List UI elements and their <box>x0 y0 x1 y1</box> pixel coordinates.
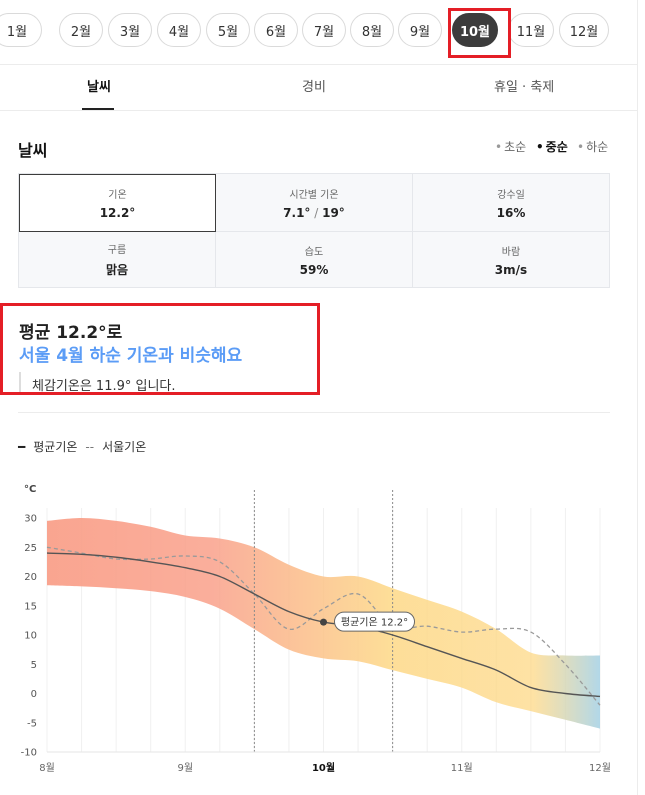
month-pill-6[interactable]: 6월 <box>254 13 298 47</box>
quote-bar <box>19 372 21 392</box>
summary-feels-like: 체감기온은 11.9° 입니다. <box>32 379 176 394</box>
y-axis-label: °C <box>24 484 36 495</box>
stat-high: 19° <box>322 205 345 220</box>
x-tick-label: 12월 <box>589 762 610 774</box>
y-tick-label: 25 <box>24 543 37 554</box>
period-mid-label: 중순 <box>545 140 568 154</box>
y-tick-label: 30 <box>24 514 37 525</box>
divider <box>18 412 610 413</box>
tab-active-indicator <box>82 108 114 110</box>
period-late-label: 하순 <box>586 140 609 154</box>
month-selector: 1월 2월 3월 4월 5월 6월 7월 8월 9월 10월 11월 12월 <box>0 0 637 64</box>
grid-line <box>412 174 413 287</box>
stat-value: 7.1° / 19° <box>283 206 345 220</box>
divider <box>0 110 637 111</box>
temperature-chart: °C 30 25 20 15 10 5 0 -5 -10 평균기온 12.2° 8월 9월 10월 11월 1… <box>21 484 610 774</box>
y-tick-label: -5 <box>27 718 37 729</box>
legend-seoul: 서울기온 <box>102 440 147 454</box>
stat-label: 습도 <box>304 246 324 258</box>
stat-label: 시간별 기온 <box>289 189 339 201</box>
stat-value: 3m/s <box>494 262 528 277</box>
x-tick-label: 11월 <box>451 762 473 774</box>
period-late[interactable]: • 하순 <box>577 140 609 154</box>
stat-value: 16% <box>496 205 526 220</box>
y-tick-label: 20 <box>24 572 37 583</box>
grid-line <box>19 231 609 232</box>
stat-rain-days[interactable]: 강수일 16% <box>413 174 609 231</box>
month-pill-5[interactable]: 5월 <box>206 13 250 47</box>
y-tick-label: 0 <box>31 689 37 700</box>
legend-dashed-line-icon: -- <box>85 439 95 454</box>
stat-wind[interactable]: 바람 3m/s <box>413 232 609 287</box>
x-tick-label: 10월 <box>312 762 335 774</box>
section-title: 날씨 <box>18 141 48 160</box>
period-mid[interactable]: • 중순 <box>536 140 568 154</box>
stat-humidity[interactable]: 습도 59% <box>216 232 412 287</box>
average-tooltip-label: 평균기온 12.2° <box>341 617 408 629</box>
average-point-marker <box>320 618 327 626</box>
stat-value: 12.2° <box>99 206 136 220</box>
chart-legend: ━ 평균기온 -- 서울기온 <box>18 438 146 455</box>
tab-holidays-festivals[interactable]: 휴일 · 축제 <box>494 80 555 95</box>
y-tick-label: 10 <box>24 631 37 642</box>
y-tick-label: -10 <box>21 748 37 759</box>
month-pill-1[interactable]: 1월 <box>0 13 42 47</box>
tab-expenses[interactable]: 경비 <box>302 80 326 95</box>
y-tick-label: 15 <box>24 601 37 612</box>
stat-value: 맑음 <box>105 263 129 277</box>
weather-stats-grid: 기온 12.2° 시간별 기온 7.1° / 19° 강수일 16% 구름 맑음… <box>18 173 610 288</box>
month-pill-3[interactable]: 3월 <box>108 13 152 47</box>
summary-average: 평균 12.2°로 <box>19 323 123 343</box>
month-pill-4[interactable]: 4월 <box>157 13 201 47</box>
summary-comparison: 서울 4월 하순 기온과 비슷해요 <box>19 346 243 366</box>
month-pill-11[interactable]: 11월 <box>508 13 554 47</box>
month-pill-9[interactable]: 9월 <box>398 13 442 47</box>
stat-value: 59% <box>299 262 329 277</box>
tab-weather[interactable]: 날씨 <box>87 80 111 95</box>
legend-solid-line-icon: ━ <box>18 439 26 454</box>
month-pill-7[interactable]: 7월 <box>302 13 346 47</box>
page-right-border <box>637 0 638 795</box>
month-pill-10[interactable]: 10월 <box>452 13 498 47</box>
period-early-label: 초순 <box>504 140 527 154</box>
stat-low: 7.1° <box>283 205 311 220</box>
period-early[interactable]: • 초순 <box>495 140 527 154</box>
average-tooltip-bubble <box>334 611 415 632</box>
stat-label: 기온 <box>108 190 127 201</box>
stat-hourly-temperature[interactable]: 시간별 기온 7.1° / 19° <box>216 174 412 231</box>
stat-label: 구름 <box>107 245 127 256</box>
month-pill-12[interactable]: 12월 <box>559 13 609 47</box>
month-pill-8[interactable]: 8월 <box>350 13 394 47</box>
stat-label: 강수일 <box>497 189 525 201</box>
x-tick-label: 9월 <box>177 762 193 774</box>
month-pill-2[interactable]: 2월 <box>59 13 103 47</box>
series-seoul-line <box>46 546 601 706</box>
legend-average: 평균기온 <box>33 440 78 454</box>
stat-clouds[interactable]: 구름 맑음 <box>19 232 215 287</box>
divider <box>0 64 637 65</box>
stat-label: 바람 <box>501 246 521 258</box>
y-tick-label: 5 <box>31 660 37 671</box>
x-tick-label: 8월 <box>39 762 55 774</box>
stat-separator: / <box>310 205 323 220</box>
stat-temperature[interactable]: 기온 12.2° <box>19 174 216 232</box>
